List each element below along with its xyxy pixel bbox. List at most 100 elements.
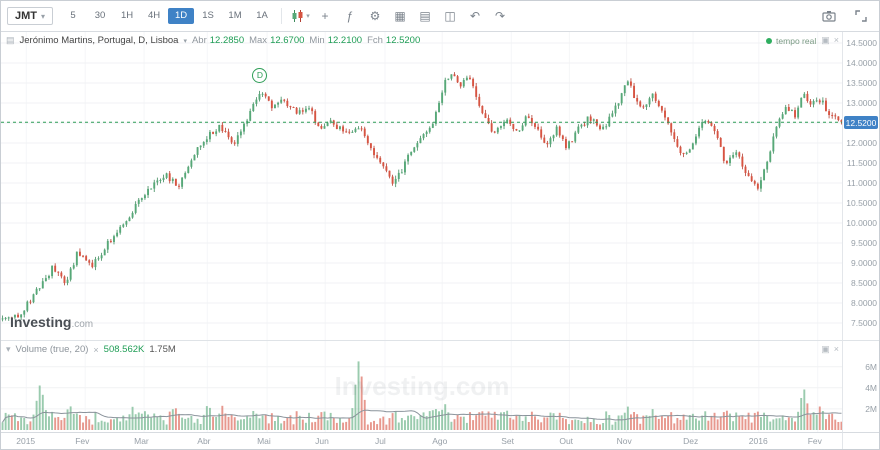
chart-type-candles-icon[interactable]: ▾ xyxy=(288,6,312,26)
time-axis-label: Set xyxy=(501,436,515,446)
templates-icon-glyph: ▤ xyxy=(419,9,431,23)
timeframe-button-5[interactable]: 5 xyxy=(70,10,76,22)
price-axis-label: 14.0000 xyxy=(846,58,877,68)
screenshot-camera-icon[interactable] xyxy=(817,6,841,26)
chart-area: ▤ Jerónimo Martins, Portugal, D, Lisboa … xyxy=(1,32,879,449)
price-pane[interactable]: ▤ Jerónimo Martins, Portugal, D, Lisboa … xyxy=(1,32,843,340)
price-axis-label: 11.5000 xyxy=(846,158,877,168)
multi-window-icon[interactable]: ◫ xyxy=(438,6,462,26)
pane-close-icon[interactable]: × xyxy=(833,344,839,354)
time-axis-label: Ago xyxy=(432,436,448,446)
timeframe-button-4h[interactable]: 4H xyxy=(147,10,161,22)
time-axis-label: Out xyxy=(559,436,574,446)
price-axis-label: 10.0000 xyxy=(846,218,877,228)
symbol-selector[interactable]: JMT ▾ xyxy=(7,7,54,25)
instrument-menu-icon[interactable]: ▤ xyxy=(6,35,15,45)
time-axis-label: Mar xyxy=(134,436,149,446)
price-axis-label: 12.0000 xyxy=(846,138,877,148)
time-axis-label: Abr xyxy=(197,436,211,446)
axis-corner xyxy=(842,432,879,449)
last-price-tag: 12.5200 xyxy=(844,116,878,130)
time-axis-label: Fev xyxy=(807,436,822,446)
indicator-collapse-icon[interactable]: ▾ xyxy=(6,344,11,354)
dividend-marker[interactable]: D xyxy=(252,67,268,83)
price-pane-controls: ▣ × xyxy=(821,35,839,46)
volume-bars xyxy=(1,361,843,430)
chevron-down-icon: ▾ xyxy=(306,13,310,20)
toolbar-separator xyxy=(281,8,283,24)
volume-pane[interactable]: Investing.com ▾ Volume (true, 20) × 508.… xyxy=(1,340,843,433)
redo-icon-glyph: ↷ xyxy=(494,9,506,23)
price-axis-label: 8.0000 xyxy=(851,298,877,308)
price-axis-label: 14.5000 xyxy=(846,38,877,48)
price-pane-header: ▤ Jerónimo Martins, Portugal, D, Lisboa … xyxy=(6,35,839,46)
settings-gear-icon[interactable]: ⚙ xyxy=(363,6,387,26)
chart-layout-icon-glyph: ▦ xyxy=(394,9,406,23)
volume-axis-label: 4M xyxy=(865,382,877,393)
fullscreen-icon-glyph xyxy=(855,10,867,22)
settings-gear-icon-glyph: ⚙ xyxy=(369,9,381,23)
candlestick-chart[interactable] xyxy=(1,32,843,340)
volume-ma-value: 1.75M xyxy=(149,344,176,355)
compare-instrument-icon[interactable]: + xyxy=(313,6,337,26)
ohlc-high: Max 12.6700 xyxy=(249,35,305,46)
chevron-down-icon: ▾ xyxy=(41,11,46,21)
indicators-icon[interactable]: ƒ xyxy=(338,6,362,26)
time-axis-label: 2015 xyxy=(16,436,36,446)
time-axis-label: Mai xyxy=(257,436,271,446)
time-axis[interactable]: 2015 Fev Mar Abr Mai Jun Jul Ago Set Out Nov Dez 201… xyxy=(1,432,843,449)
realtime-dot-icon xyxy=(766,37,773,44)
volume-pane-controls: ▣ × xyxy=(821,344,839,355)
price-axis[interactable]: 12.5200 7.5000 8.0000 8.5000 9.0000 9.5000 10… xyxy=(842,32,879,340)
price-axis-label: 10.5000 xyxy=(846,198,877,208)
redo-icon[interactable]: ↷ xyxy=(488,6,512,26)
tool-icon-group: ▾ + ƒ ⚙ ▦ ▤ ◫ ↶ ↷ xyxy=(288,6,512,26)
price-axis-label: 11.0000 xyxy=(846,178,877,188)
timeframe-button-1s[interactable]: 1S xyxy=(202,10,214,22)
volume-pane-header: ▾ Volume (true, 20) × 508.562K 1.75M ▣ × xyxy=(6,344,839,355)
timeframe-button-1h[interactable]: 1H xyxy=(120,10,134,22)
volume-axis[interactable]: 2M 4M 6M xyxy=(842,340,879,433)
time-axis-label: Jun xyxy=(315,436,329,446)
screenshot-camera-icon-glyph xyxy=(822,11,836,22)
brand-logo[interactable]: Investing.com xyxy=(10,314,94,330)
ohlc-low: Min 12.2100 xyxy=(309,35,363,46)
volume-axis-label: 6M xyxy=(865,361,877,372)
price-axis-label: 9.5000 xyxy=(851,238,877,248)
timeframe-button-1m[interactable]: 1M xyxy=(228,10,242,22)
price-axis-label: 13.0000 xyxy=(846,98,877,108)
top-toolbar: JMT ▾ 5 30 1H 4H 1D 1S 1M 1A ▾ + ƒ ⚙ ▦ ▤ ◫ ↶ ↷ xyxy=(1,1,879,32)
chart-type-candles-icon-glyph xyxy=(292,10,303,22)
timeframe-button-30[interactable]: 30 xyxy=(94,10,106,22)
timeframe-button-1d[interactable]: 1D xyxy=(168,8,195,24)
ohlc-close: Fch 12.5200 xyxy=(367,35,421,46)
multi-window-icon-glyph: ◫ xyxy=(444,9,456,23)
pane-maximize-icon[interactable]: ▣ xyxy=(821,35,830,45)
volume-ma-line xyxy=(2,409,842,423)
templates-icon[interactable]: ▤ xyxy=(413,6,437,26)
pane-maximize-icon[interactable]: ▣ xyxy=(821,344,830,354)
time-axis-label: Fev xyxy=(75,436,90,446)
chart-layout-icon[interactable]: ▦ xyxy=(388,6,412,26)
timeframe-group: 5 30 1H 4H 1D 1S 1M 1A xyxy=(60,8,275,24)
time-axis-label: Dez xyxy=(683,436,699,446)
volume-axis-label: 2M xyxy=(865,403,877,414)
price-axis-label: 9.0000 xyxy=(851,258,877,268)
timeframe-button-1a[interactable]: 1A xyxy=(256,10,268,22)
chevron-down-icon[interactable]: ▾ xyxy=(183,37,187,45)
chart-title[interactable]: Jerónimo Martins, Portugal, D, Lisboa xyxy=(19,35,179,46)
undo-icon[interactable]: ↶ xyxy=(463,6,487,26)
price-axis-label: 8.5000 xyxy=(851,278,877,288)
indicator-close-icon[interactable]: × xyxy=(93,344,99,355)
price-axis-label: 13.5000 xyxy=(846,78,877,88)
volume-chart[interactable] xyxy=(1,341,843,433)
compare-instrument-icon-glyph: + xyxy=(321,9,329,23)
time-axis-label: Jul xyxy=(374,436,386,446)
pane-close-icon[interactable]: × xyxy=(833,35,839,45)
symbol-label: JMT xyxy=(15,10,37,22)
volume-indicator-label[interactable]: Volume (true, 20) xyxy=(15,344,89,355)
fullscreen-icon[interactable] xyxy=(849,6,873,26)
volume-current-value: 508.562K xyxy=(103,344,145,355)
time-axis-label: Nov xyxy=(616,436,632,446)
price-axis-label: 7.5000 xyxy=(851,318,877,328)
